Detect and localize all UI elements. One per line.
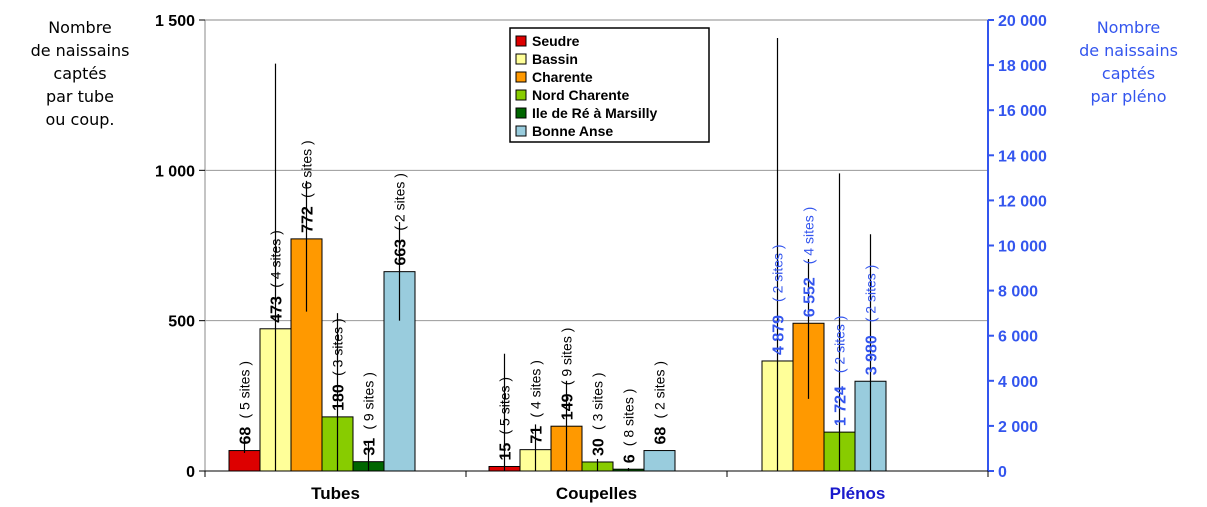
- sites-label: ( 2 sites ): [392, 173, 408, 231]
- data-label: 180: [331, 384, 348, 411]
- legend-swatch: [515, 53, 527, 65]
- left-axis-title-line: de naissains: [30, 41, 130, 60]
- category-label: Plénos: [830, 484, 886, 503]
- data-label: 68: [238, 427, 255, 445]
- right-axis-tick-label: 0: [998, 464, 1007, 481]
- category-label: Coupelles: [556, 484, 637, 503]
- left-axis-tick-label: 500: [168, 314, 195, 331]
- right-axis-tick-label: 16 000: [998, 103, 1047, 120]
- sites-label: ( 2 sites ): [652, 361, 668, 419]
- data-label: 6: [622, 454, 639, 463]
- legend-swatch: [515, 107, 527, 119]
- sites-label: ( 4 sites ): [268, 230, 284, 288]
- right-axis-title-line: de naissains: [1079, 41, 1178, 60]
- legend-swatch: [515, 35, 527, 47]
- left-axis-title-line: captés: [53, 64, 107, 83]
- left-axis-title-line: Nombre: [48, 18, 112, 37]
- sites-label: ( 2 sites ): [863, 265, 879, 323]
- legend-label: Charente: [532, 69, 593, 85]
- data-label: 772: [300, 206, 317, 233]
- right-axis-title: Nombre de naissains captés par pléno: [1050, 16, 1207, 108]
- sites-label: ( 3 sites ): [330, 318, 346, 376]
- sites-label: ( 5 sites ): [497, 377, 513, 435]
- right-axis-title-line: par pléno: [1090, 87, 1167, 106]
- legend-swatch: [515, 71, 527, 83]
- right-axis-tick-label: 8 000: [998, 284, 1038, 301]
- bar: [643, 450, 676, 472]
- data-label: 4 879: [771, 315, 788, 355]
- data-label: 6 552: [802, 277, 819, 317]
- left-axis-tick-label: 0: [186, 464, 195, 481]
- right-axis-tick-label: 18 000: [998, 58, 1047, 75]
- data-label: 663: [393, 239, 410, 266]
- data-label: 15: [498, 443, 515, 461]
- left-axis-tick-label: 1 000: [155, 163, 195, 180]
- legend-label: Ile de Ré à Marsilly: [532, 105, 657, 121]
- sites-label: ( 2 sites ): [770, 244, 786, 302]
- legend-label: Nord Charente: [532, 87, 629, 103]
- legend-swatch: [515, 89, 527, 101]
- legend-swatch: [515, 125, 527, 137]
- data-label: 30: [591, 438, 608, 456]
- data-label: 68: [653, 427, 670, 445]
- sites-label: ( 6 sites ): [299, 140, 315, 198]
- sites-label: ( 5 sites ): [237, 361, 253, 419]
- sites-label: ( 2 sites ): [832, 316, 848, 374]
- data-label: 71: [529, 426, 546, 444]
- sites-label: ( 4 sites ): [801, 207, 817, 265]
- right-axis-tick-label: 14 000: [998, 148, 1047, 165]
- category-label: Tubes: [311, 484, 360, 503]
- sites-label: ( 4 sites ): [528, 360, 544, 418]
- right-axis-tick-label: 4 000: [998, 374, 1038, 391]
- right-axis-title-line: Nombre: [1096, 18, 1161, 37]
- right-axis-tick-label: 12 000: [998, 193, 1047, 210]
- sites-label: ( 8 sites ): [621, 389, 637, 447]
- data-label: 1 724: [833, 386, 850, 426]
- sites-label: ( 9 sites ): [559, 328, 575, 386]
- legend-box: [509, 27, 710, 143]
- sites-label: ( 3 sites ): [590, 372, 606, 430]
- data-label: 473: [269, 296, 286, 323]
- data-label: 3 980: [864, 335, 881, 375]
- legend-label: Seudre: [532, 33, 580, 49]
- left-axis-title-line: ou coup.: [45, 110, 115, 129]
- right-axis-tick-label: 20 000: [998, 13, 1047, 30]
- right-axis-tick-label: 2 000: [998, 419, 1038, 436]
- right-axis-tick-label: 10 000: [998, 239, 1047, 256]
- legend-label: Bonne Anse: [532, 123, 613, 139]
- right-axis-title-line: captés: [1101, 64, 1156, 83]
- left-axis-title-line: par tube: [45, 87, 115, 106]
- left-axis-tick-label: 1 500: [155, 13, 195, 30]
- data-label: 149: [560, 393, 577, 420]
- sites-label: ( 9 sites ): [361, 372, 377, 430]
- bar: [228, 450, 261, 472]
- legend-label: Bassin: [532, 51, 578, 67]
- left-axis-title: Nombre de naissains captés par tube ou c…: [0, 16, 160, 131]
- right-axis-tick-label: 6 000: [998, 329, 1038, 346]
- data-label: 31: [362, 438, 379, 456]
